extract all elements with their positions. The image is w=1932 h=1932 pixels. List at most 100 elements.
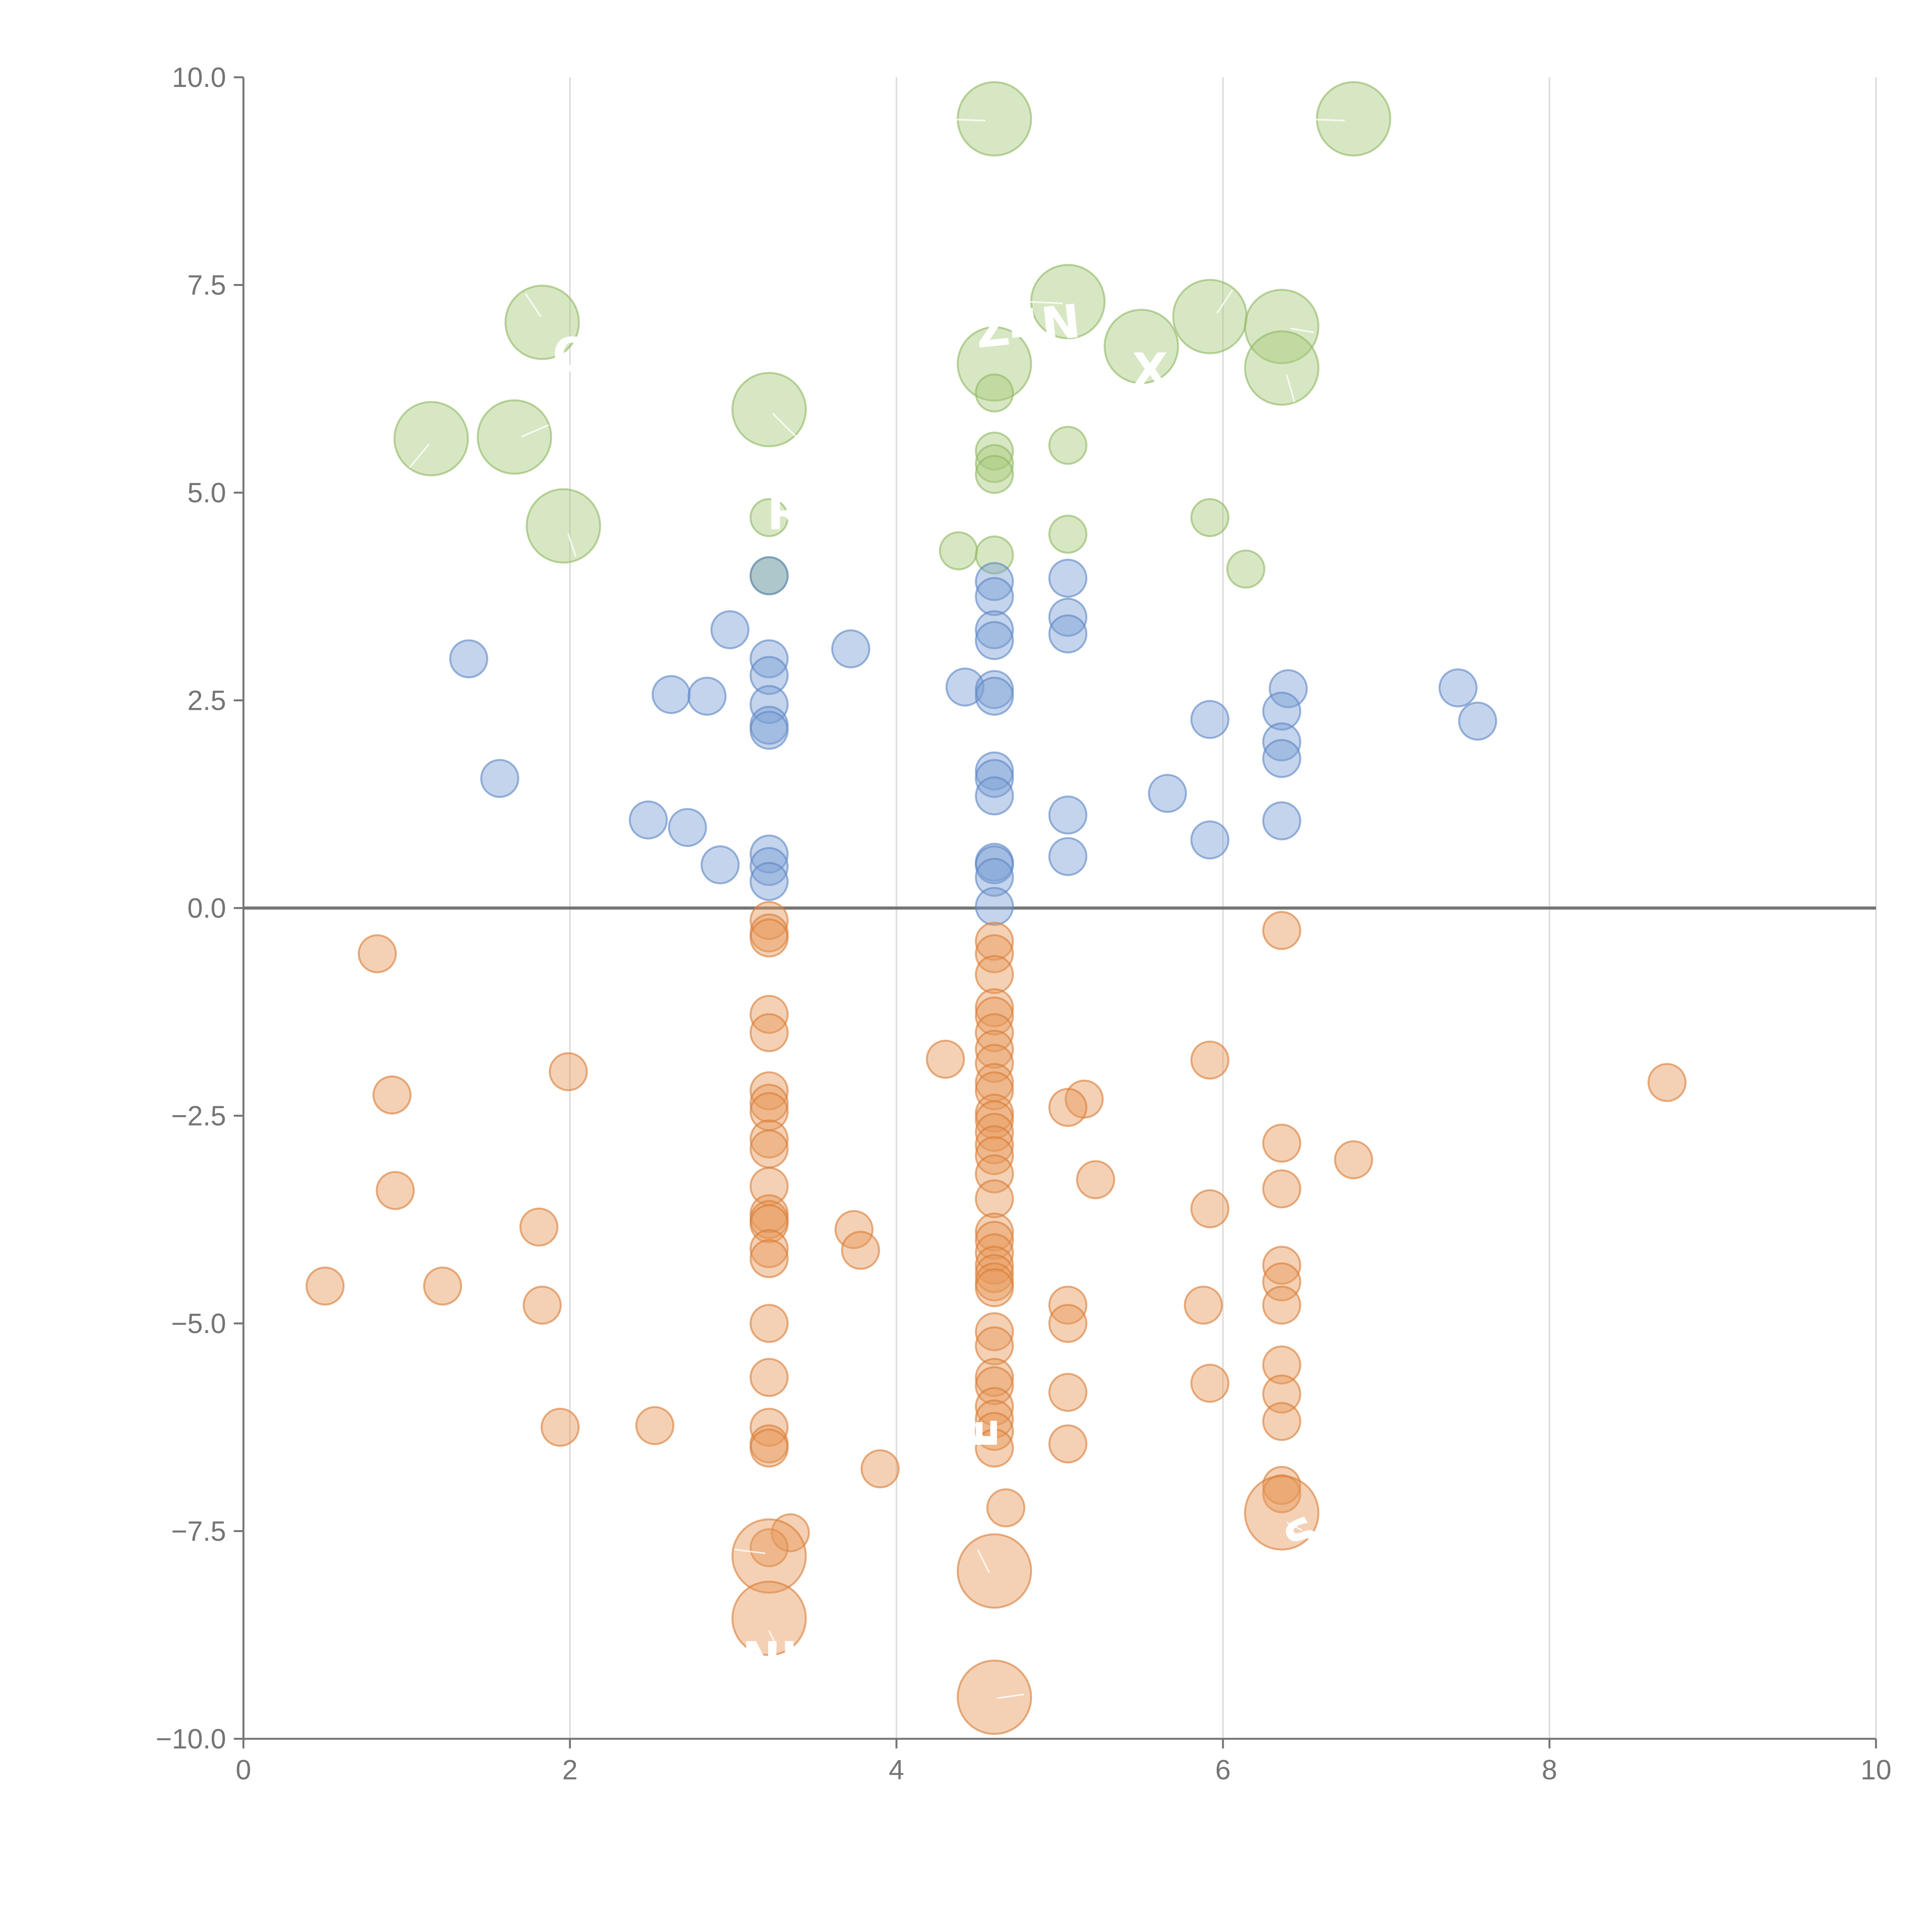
leader-line [734,1549,765,1554]
green-bubble [1048,425,1088,465]
orange-bubble [1262,1402,1301,1441]
green-bubble [1244,330,1320,406]
green-bubble [1172,279,1248,354]
orange-bubble [372,1075,412,1115]
blue-bubble [975,621,1014,660]
orange-bubble [541,1408,580,1447]
blue-bubble [1048,837,1088,876]
orange-bubble [749,1239,789,1278]
y-tick-label: 5.0 [187,478,226,509]
orange-bubble [975,1246,1014,1285]
leader-line [1216,289,1233,314]
x-tick-label: 0 [236,1755,251,1786]
bubble-label: O [553,328,592,382]
orange-bubble [975,934,1014,973]
blue-bubble [975,562,1014,601]
blue-bubble [449,639,488,679]
blue-bubble [1048,614,1088,653]
blue-bubble [1048,558,1088,598]
orange-bubble [841,1231,880,1270]
blue-bubble [749,656,789,695]
blue-bubble [1048,598,1088,637]
bubble-series [305,81,1687,1735]
orange-bubble [749,1119,789,1159]
blue-bubble [668,808,707,847]
bubble-label: Z4N [973,294,1083,359]
orange-bubble [834,1210,874,1249]
bubble-label: R [767,487,803,541]
orange-bubble [1048,1304,1088,1343]
orange-bubble [749,1429,789,1468]
orange-bubble [1076,1160,1115,1199]
green-bubble [1244,289,1320,364]
orange-bubble [1190,1040,1230,1080]
blue-bubble [975,845,1014,884]
leader-line [525,293,542,318]
blue-bubble [1190,820,1230,860]
blue-bubble [687,677,727,716]
orange-bubble [749,1071,789,1111]
orange-bubble [749,1304,789,1343]
green-bubble [939,531,978,570]
orange-bubble [975,1179,1014,1218]
axis-ticks: 0 2 4 6 8 10 10.0 7.5 5.0 2.5 0.0 −2.5 −5.0 −7.5 −10.0 [156,62,1891,1786]
blue-bubble [975,577,1014,616]
green-bubble [476,399,552,475]
orange-bubble [749,1408,789,1447]
orange-bubble [1244,1475,1320,1551]
orange-bubble [305,1266,345,1306]
orange-bubble [1190,1364,1230,1403]
y-tick-label: 2.5 [187,685,226,716]
blue-bubble [749,862,789,901]
leader-line [1286,374,1295,402]
y-tick-label: −5.0 [171,1308,226,1339]
bubble-label: E [954,1417,1008,1449]
x-tick-label: 8 [1542,1755,1557,1786]
blue-bubble [749,639,789,679]
y-tick-label: 7.5 [187,270,226,301]
orange-bubble [975,1254,1014,1293]
bubble-label: X [1132,344,1168,398]
leader-line [567,533,577,557]
orange-bubble [749,918,789,957]
orange-bubble [975,1125,1014,1165]
x-tick-label: 2 [562,1755,578,1786]
orange-bubble [975,922,1014,961]
blue-bubble [945,667,985,707]
orange-bubble [1262,1262,1301,1301]
blue-bubble [1458,701,1497,741]
orange-bubble [423,1266,462,1306]
y-tick-label: −2.5 [171,1101,226,1132]
blue-bubble [831,629,871,668]
leader-line [772,413,801,441]
green-bubble [504,284,580,360]
bubble-label: NI [742,1633,798,1686]
blue-bubble [975,610,1014,650]
orange-bubble [1262,1123,1301,1163]
blue-bubble [749,711,789,750]
y-tick-label: 10.0 [172,62,226,93]
orange-bubble [975,1399,1014,1439]
orange-bubble [635,1406,675,1445]
blue-bubble [975,759,1014,798]
green-bubble [975,444,1014,483]
orange-bubble [975,1071,1014,1111]
orange-bubble [749,1528,789,1567]
orange-bubble [522,1286,562,1325]
orange-bubble [986,1488,1026,1527]
orange-bubble [1048,1372,1088,1412]
blue-bubble [701,845,740,884]
green-bubble [975,373,1014,413]
orange-bubble [1048,1424,1088,1464]
orange-bubble [1647,1063,1687,1102]
leader-line [521,424,549,437]
leader-line [997,1694,1024,1699]
green-bubble [975,432,1014,471]
green-bubble [957,326,1032,402]
orange-bubble [770,1513,810,1553]
orange-bubble [957,1660,1032,1735]
orange-bubble [975,1366,1014,1405]
blue-bubble [480,759,519,798]
orange-bubble [1262,1466,1301,1505]
